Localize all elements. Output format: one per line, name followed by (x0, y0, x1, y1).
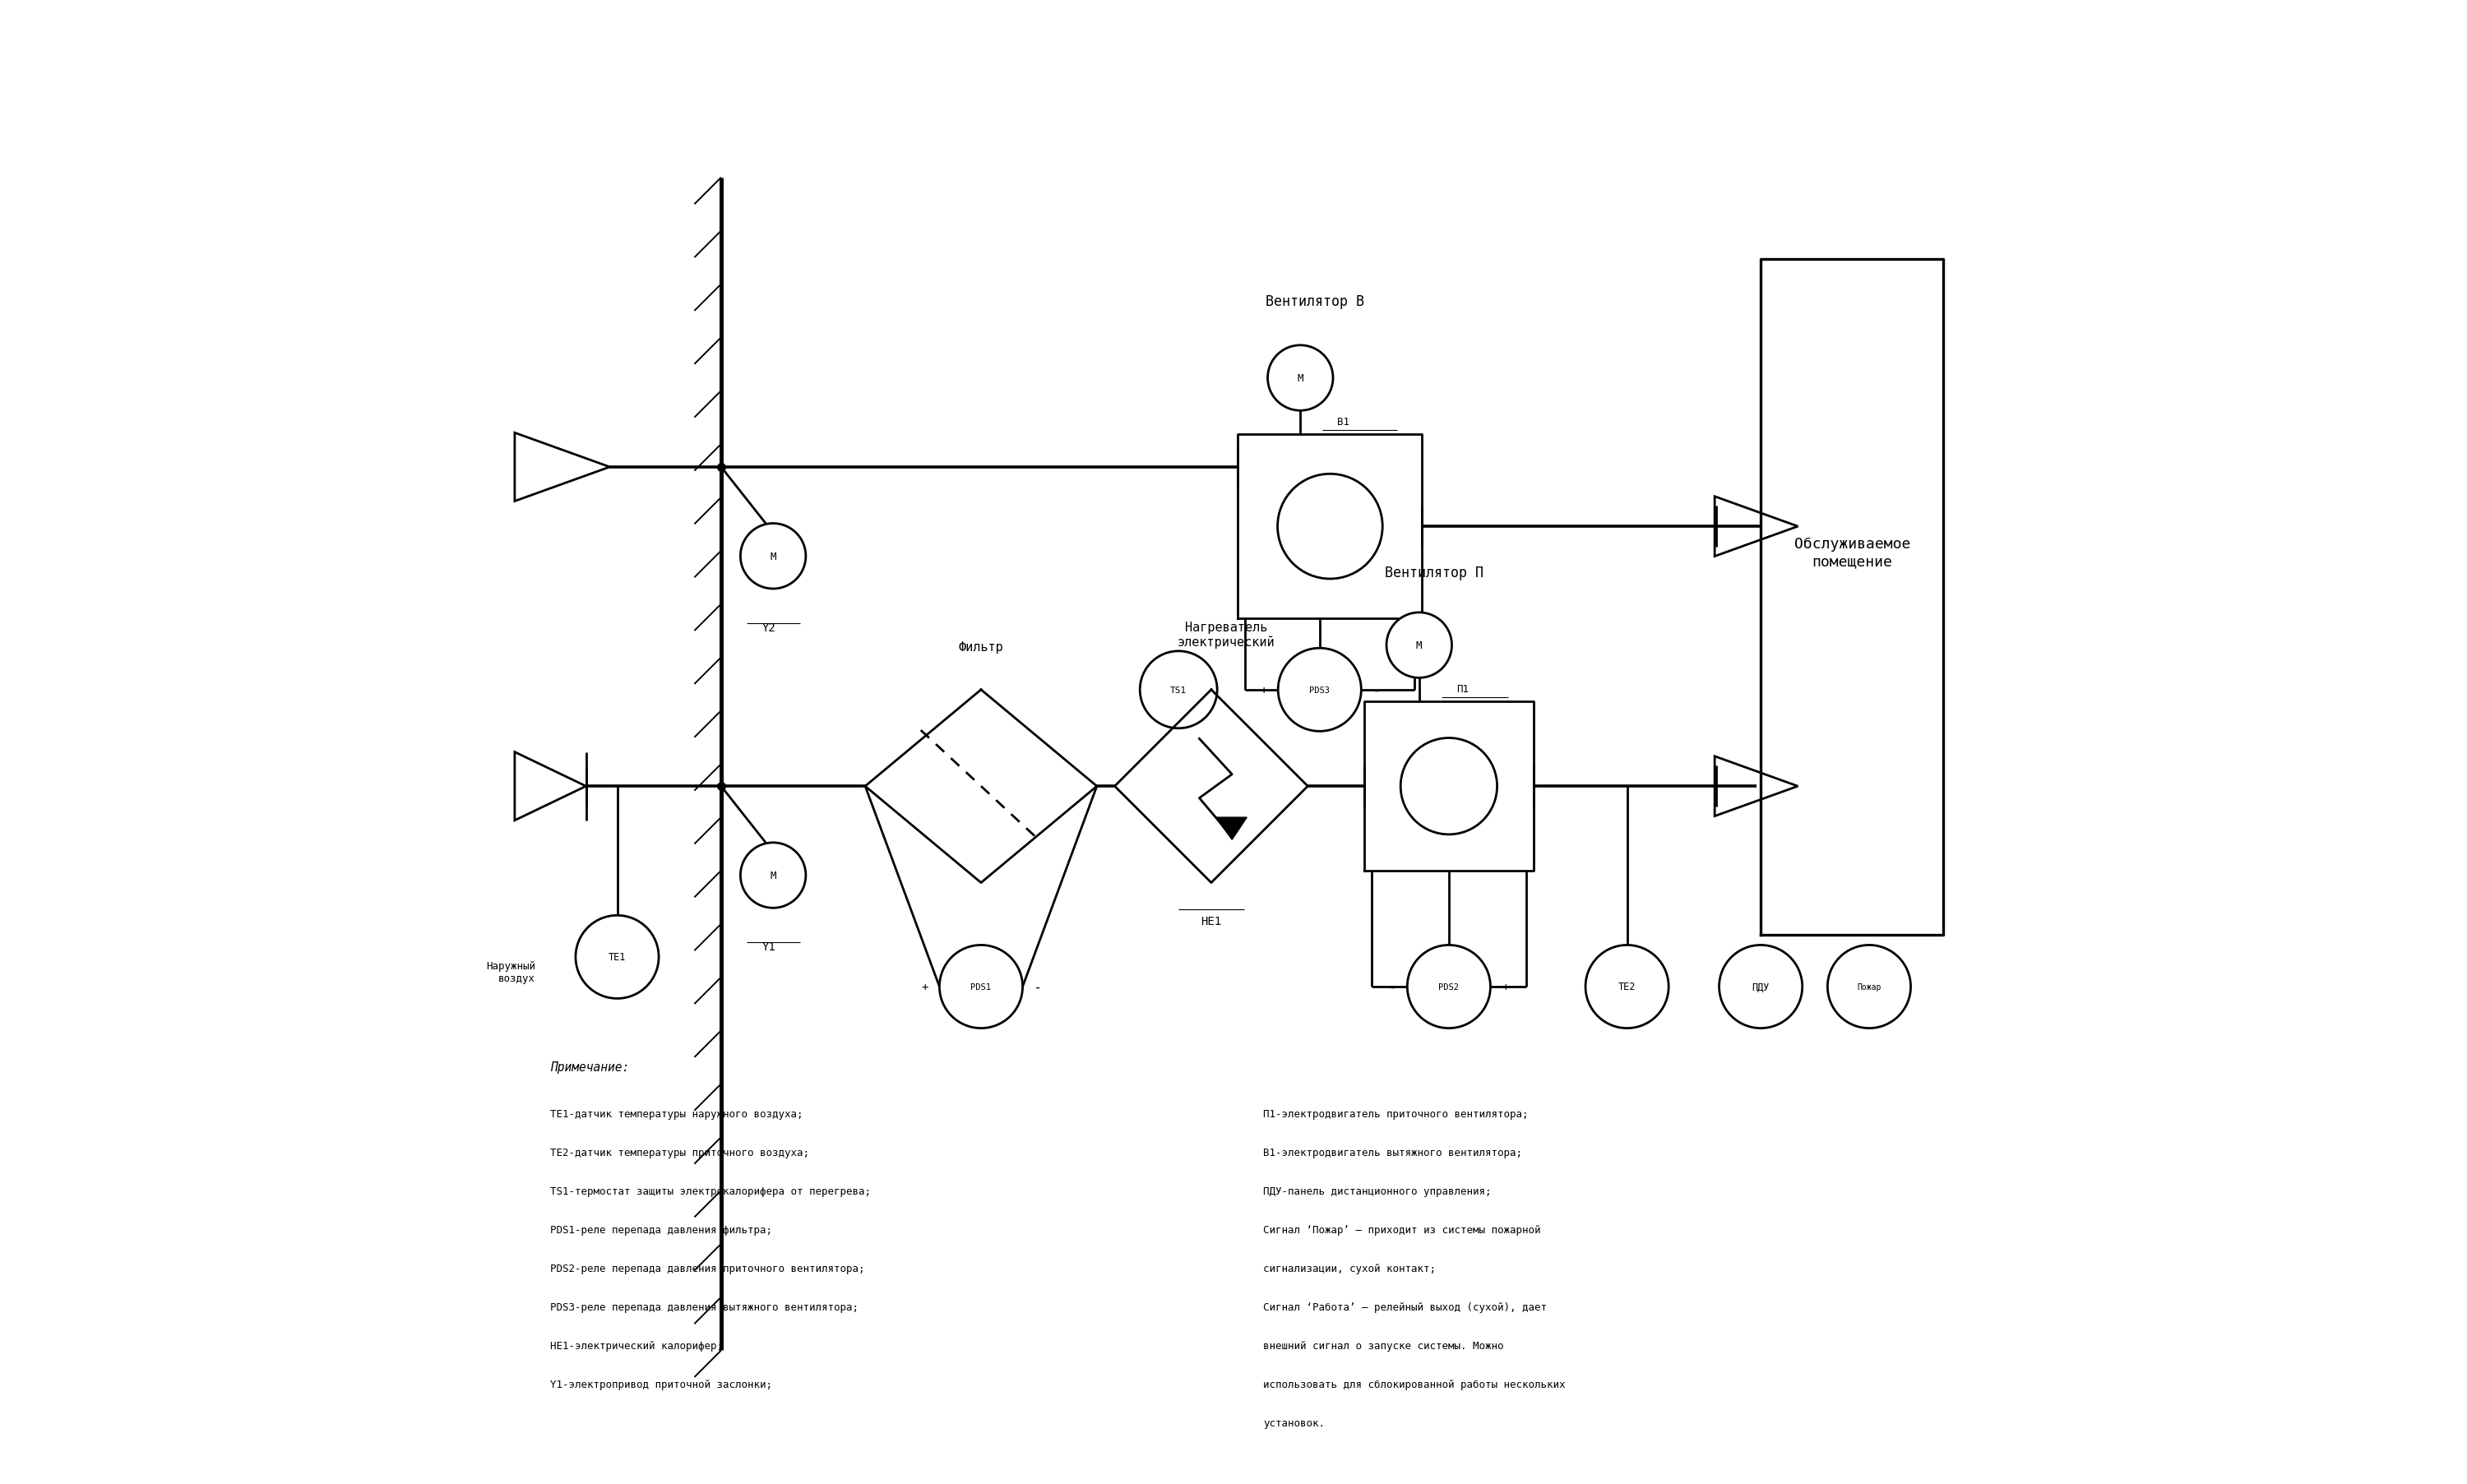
Text: внешний сигнал о запуске системы. Можно: внешний сигнал о запуске системы. Можно (1263, 1340, 1505, 1350)
Text: PDS2: PDS2 (1438, 982, 1458, 991)
Circle shape (1268, 346, 1332, 411)
Text: НЕ1: НЕ1 (1201, 916, 1221, 928)
Text: +: + (920, 981, 928, 993)
Text: П1-электродвигатель приточного вентилятора;: П1-электродвигатель приточного вентилято… (1263, 1109, 1530, 1119)
Text: Примечание:: Примечание: (550, 1061, 629, 1073)
Text: +: + (1502, 981, 1510, 993)
Text: ПДУ-панель дистанционного управления;: ПДУ-панель дистанционного управления; (1263, 1186, 1493, 1196)
Text: М: М (770, 870, 777, 881)
Text: ТЕ1-датчик температуры наружного воздуха;: ТЕ1-датчик температуры наружного воздуха… (550, 1109, 804, 1119)
Text: использовать для сблокированной работы нескольких: использовать для сблокированной работы н… (1263, 1379, 1567, 1389)
Text: Вентилятор В: Вентилятор В (1266, 294, 1364, 309)
Text: установок.: установок. (1263, 1417, 1325, 1428)
Text: TS1: TS1 (1169, 686, 1187, 695)
Text: TE2: TE2 (1618, 981, 1636, 993)
Circle shape (740, 524, 807, 589)
Text: НЕ1-электрический калорифер;: НЕ1-электрический калорифер; (550, 1340, 723, 1350)
Circle shape (1719, 945, 1803, 1028)
Text: PDS1: PDS1 (970, 982, 992, 991)
Circle shape (1140, 651, 1216, 729)
Circle shape (575, 916, 659, 999)
Text: Y1: Y1 (762, 941, 775, 953)
Circle shape (1278, 475, 1382, 579)
Text: TS1-термостат защиты электрокалорифера от перегрева;: TS1-термостат защиты электрокалорифера о… (550, 1186, 871, 1196)
Text: В1-электродвигатель вытяжного вентилятора;: В1-электродвигатель вытяжного вентилятор… (1263, 1147, 1522, 1158)
Text: Пожар: Пожар (1858, 982, 1882, 991)
Text: Y1-электропривод приточной заслонки;: Y1-электропривод приточной заслонки; (550, 1379, 772, 1389)
Text: B1: B1 (1337, 417, 1349, 427)
Circle shape (1401, 739, 1497, 834)
Text: ТЕ2-датчик температуры приточного воздуха;: ТЕ2-датчик температуры приточного воздух… (550, 1147, 809, 1158)
Circle shape (1586, 945, 1668, 1028)
Text: Нагреватель
электрический: Нагреватель электрический (1177, 622, 1275, 649)
Circle shape (1828, 945, 1912, 1028)
Text: М: М (770, 551, 777, 562)
Text: П1: П1 (1456, 684, 1468, 695)
Circle shape (740, 843, 807, 908)
Text: Наружный
воздух: Наружный воздух (486, 960, 535, 984)
Text: Сигнал ‘Работа’ – релейный выход (сухой), дает: Сигнал ‘Работа’ – релейный выход (сухой)… (1263, 1301, 1547, 1312)
Polygon shape (1216, 818, 1246, 840)
Text: -: - (1034, 979, 1041, 994)
Text: PDS2-реле перепада давления приточного вентилятора;: PDS2-реле перепада давления приточного в… (550, 1263, 866, 1273)
Text: ПДУ: ПДУ (1752, 981, 1769, 993)
Text: -: - (1389, 979, 1396, 994)
Circle shape (940, 945, 1024, 1028)
Circle shape (1386, 613, 1451, 678)
Text: Фильтр: Фильтр (960, 641, 1004, 653)
Text: +: + (1261, 684, 1266, 696)
Text: PDS3: PDS3 (1310, 686, 1330, 695)
Text: Вентилятор П: Вентилятор П (1384, 565, 1483, 580)
Text: М: М (1416, 640, 1421, 651)
Circle shape (1406, 945, 1490, 1028)
Text: Сигнал ‘Пожар’ – приходит из системы пожарной: Сигнал ‘Пожар’ – приходит из системы пож… (1263, 1224, 1542, 1235)
Circle shape (1278, 649, 1362, 732)
Text: Обслуживаемое
помещение: Обслуживаемое помещение (1794, 537, 1909, 568)
Text: сигнализации, сухой контакт;: сигнализации, сухой контакт; (1263, 1263, 1436, 1273)
Text: PDS3-реле перепада давления вытяжного вентилятора;: PDS3-реле перепада давления вытяжного ве… (550, 1301, 859, 1312)
Text: Y2: Y2 (762, 622, 775, 634)
Text: PDS1-реле перепада давления фильтра;: PDS1-реле перепада давления фильтра; (550, 1224, 772, 1235)
Text: -: - (1372, 683, 1379, 697)
Text: TE1: TE1 (609, 951, 627, 963)
Text: М: М (1298, 372, 1303, 384)
